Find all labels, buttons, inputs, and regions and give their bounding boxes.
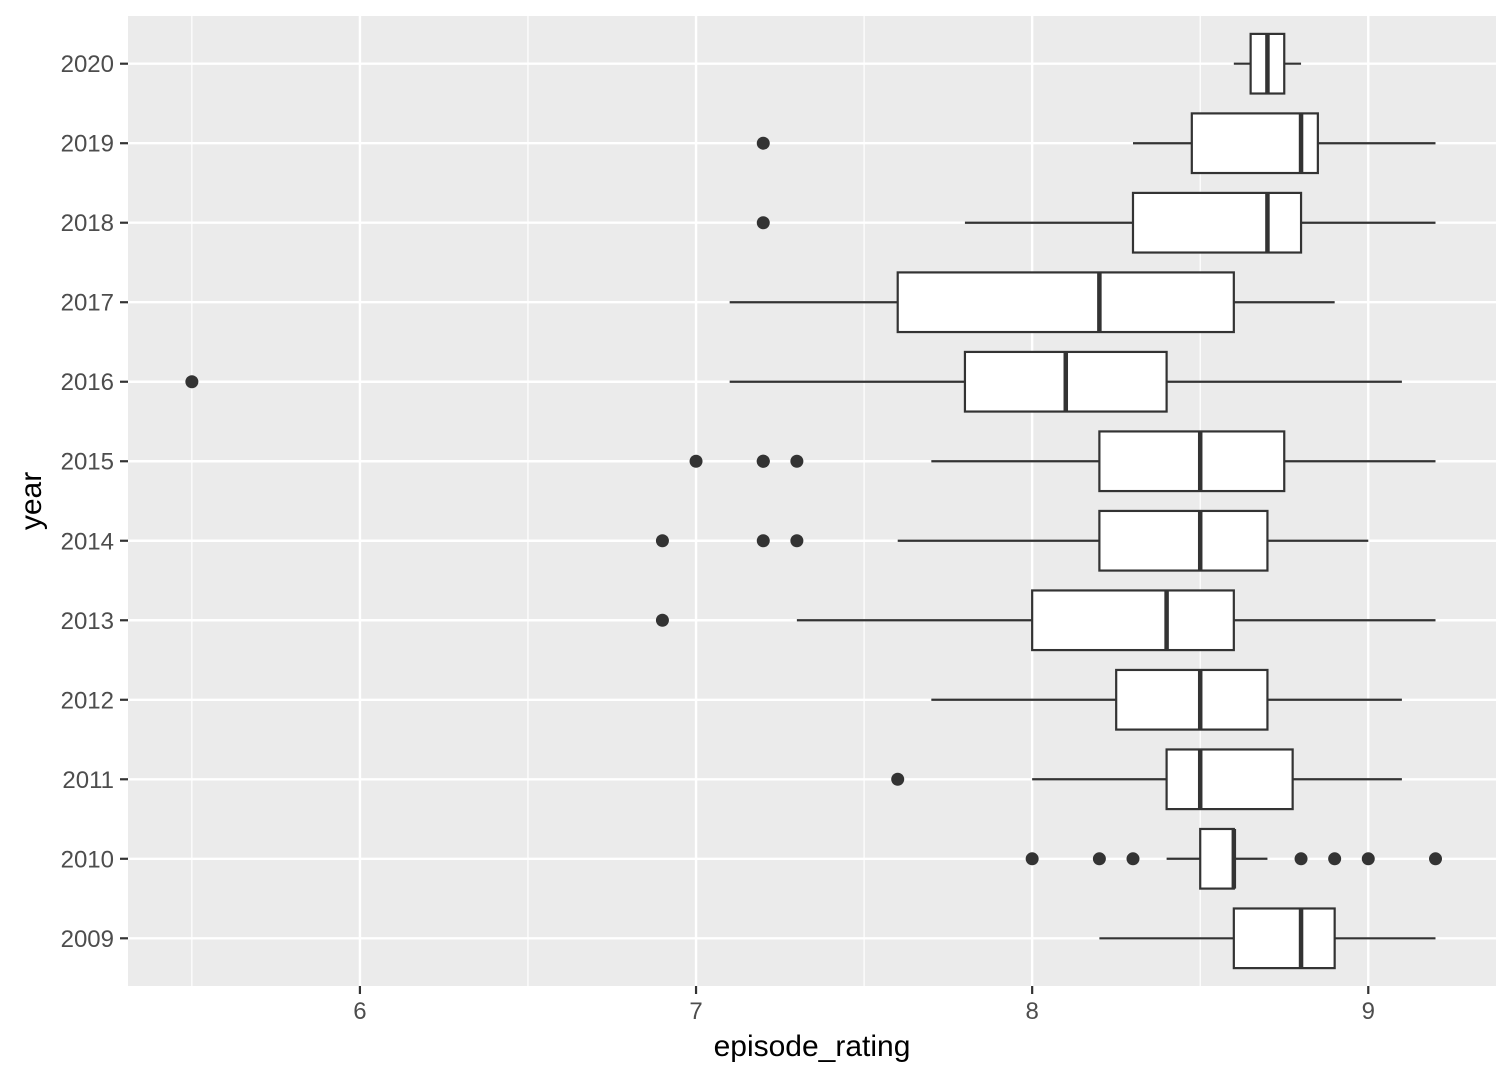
outlier-point [1428, 852, 1442, 866]
outlier-point [756, 216, 770, 230]
y-axis-title: year [15, 472, 48, 530]
outlier-point [185, 375, 199, 389]
box-series [185, 32, 1442, 970]
y-tick-label: 2018 [61, 210, 114, 237]
y-tick-label: 2017 [61, 290, 114, 317]
y-tick-label: 2013 [61, 608, 114, 635]
outlier-point [790, 454, 804, 468]
iqr-box [1165, 748, 1294, 811]
box-2014 [655, 509, 1369, 572]
box-2013 [655, 589, 1436, 652]
y-tick-label: 2014 [61, 528, 114, 555]
outlier-point [689, 454, 703, 468]
y-tick-label: 2020 [61, 51, 114, 78]
y-tick-label: 2015 [61, 449, 114, 476]
outlier-point [1126, 852, 1140, 866]
x-axis: 6 7 8 9 [353, 986, 1375, 1025]
x-axis-title: episode_rating [714, 1030, 911, 1063]
y-tick-label: 2019 [61, 131, 114, 158]
y-tick-label: 2016 [61, 369, 114, 396]
outlier-point [655, 613, 669, 627]
outlier-point [790, 534, 804, 548]
box-2010 [1025, 827, 1442, 890]
iqr-box [1199, 827, 1235, 890]
x-tick-label: 6 [353, 998, 366, 1025]
box-2012 [931, 668, 1402, 731]
box-2020 [1233, 32, 1302, 95]
y-tick-label: 2009 [61, 926, 114, 953]
minor-gridlines [191, 16, 1201, 986]
outlier-point [1025, 852, 1039, 866]
box-2016 [185, 350, 1402, 413]
box-2018 [756, 191, 1436, 254]
iqr-box [1098, 509, 1269, 572]
iqr-box [1232, 907, 1336, 970]
outlier-point [756, 534, 770, 548]
y-tick-label: 2011 [62, 767, 114, 794]
iqr-box [1131, 191, 1303, 254]
iqr-box [896, 271, 1235, 334]
iqr-box [1098, 430, 1286, 493]
box-2017 [729, 271, 1335, 334]
outlier-point [891, 772, 905, 786]
outlier-point [655, 534, 669, 548]
outlier-point [1361, 852, 1375, 866]
outlier-point [1328, 852, 1342, 866]
box-2009 [1099, 907, 1436, 970]
iqr-box [1190, 112, 1319, 175]
box-2015 [689, 430, 1436, 493]
outlier-point [1092, 852, 1106, 866]
y-tick-label: 2010 [61, 846, 114, 873]
outlier-point [756, 136, 770, 150]
box-2019 [756, 112, 1436, 175]
x-tick-label: 8 [1025, 998, 1038, 1025]
y-tick-label: 2012 [61, 687, 114, 714]
x-tick-label: 7 [689, 998, 702, 1025]
y-axis: 2009 2010 2011 2012 2013 2014 2015 2016 2017 2018… [61, 51, 128, 953]
outlier-point [1294, 852, 1308, 866]
iqr-box [1115, 668, 1269, 731]
iqr-box [1031, 589, 1235, 652]
box-2011 [891, 748, 1402, 811]
plot-panel [128, 16, 1496, 986]
outlier-point [756, 454, 770, 468]
x-tick-label: 9 [1362, 998, 1375, 1025]
